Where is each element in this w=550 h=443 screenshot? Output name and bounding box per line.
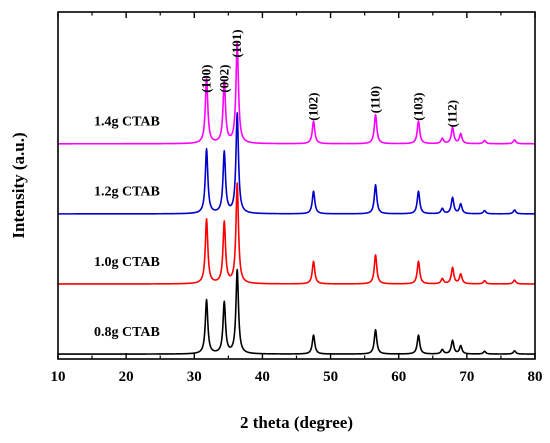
x-tick-label-2: 30 [187, 369, 202, 385]
series-label-3: 1.4g CTAB [94, 115, 160, 130]
x-tick-label-0: 10 [51, 369, 66, 385]
peak-annotation-5: (103) [411, 93, 426, 121]
series-layer [57, 42, 536, 355]
x-tick-label-5: 60 [391, 369, 406, 385]
peak-annotation-4: (110) [368, 86, 383, 113]
x-tick-label-7: 80 [528, 369, 543, 385]
y-axis-title: Intensity (a.u.) [9, 132, 28, 238]
peak-annotation-6: (112) [445, 100, 460, 127]
x-tick-label-4: 50 [323, 369, 338, 385]
series-line-3 [57, 42, 536, 145]
x-axis-title: 2 theta (degree) [240, 413, 353, 432]
x-tick-label-3: 40 [255, 369, 270, 385]
series-line-2 [57, 112, 536, 215]
series-line-0 [57, 268, 536, 355]
x-tick-label-6: 70 [459, 369, 474, 385]
axis-layer: 10 20 30 40 50 60 70 80 [51, 11, 543, 385]
series-line-1 [57, 182, 536, 285]
series-label-2: 1.2g CTAB [94, 185, 160, 200]
series-label-0: 0.8g CTAB [94, 325, 160, 340]
series-label-1: 1.0g CTAB [94, 255, 160, 270]
peak-annotation-3: (102) [306, 93, 321, 121]
peak-annotation-1: (002) [216, 65, 231, 93]
peak-annotation-0: (100) [199, 65, 214, 93]
peak-annotation-layer: (100) (002) (101) (102) (110) (103) (112) [199, 29, 460, 127]
series-label-layer: 0.8g CTAB 1.0g CTAB 1.2g CTAB 1.4g CTAB [94, 115, 160, 340]
x-tick-label-1: 20 [119, 369, 134, 385]
peak-annotation-2: (101) [229, 29, 244, 57]
